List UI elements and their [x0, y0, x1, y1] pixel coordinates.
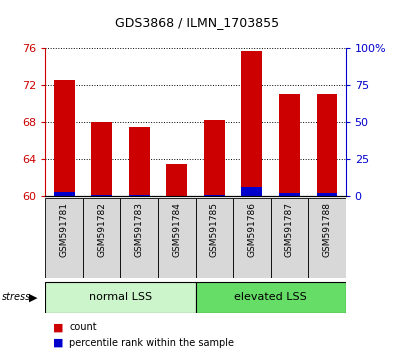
Bar: [279, 94, 300, 196]
Text: ■: ■: [53, 322, 64, 332]
Bar: [54, 192, 75, 196]
Text: elevated LSS: elevated LSS: [234, 292, 307, 302]
Bar: [241, 51, 262, 196]
Text: stress: stress: [2, 292, 31, 302]
Bar: [45, 198, 83, 278]
Text: GSM591788: GSM591788: [322, 202, 331, 257]
Bar: [196, 282, 346, 313]
Text: ▶: ▶: [29, 292, 38, 302]
Bar: [158, 198, 196, 278]
Bar: [120, 198, 158, 278]
Text: GSM591781: GSM591781: [60, 202, 69, 257]
Bar: [91, 122, 112, 196]
Text: GSM591783: GSM591783: [135, 202, 144, 257]
Text: count: count: [69, 322, 97, 332]
Bar: [166, 195, 187, 196]
Bar: [196, 198, 233, 278]
Bar: [166, 164, 187, 196]
Text: GSM591787: GSM591787: [285, 202, 294, 257]
Text: normal LSS: normal LSS: [89, 292, 152, 302]
Bar: [316, 94, 337, 196]
Bar: [204, 195, 225, 196]
Text: GDS3868 / ILMN_1703855: GDS3868 / ILMN_1703855: [115, 16, 280, 29]
Bar: [204, 120, 225, 196]
Bar: [271, 198, 308, 278]
Bar: [308, 198, 346, 278]
Bar: [129, 195, 150, 196]
Bar: [316, 193, 337, 196]
Text: GSM591782: GSM591782: [97, 202, 106, 257]
Bar: [241, 187, 262, 196]
Text: ■: ■: [53, 338, 64, 348]
Text: percentile rank within the sample: percentile rank within the sample: [69, 338, 234, 348]
Bar: [54, 80, 75, 196]
Bar: [83, 198, 120, 278]
Bar: [45, 282, 196, 313]
Bar: [233, 198, 271, 278]
Text: GSM591786: GSM591786: [247, 202, 256, 257]
Bar: [91, 195, 112, 196]
Text: GSM591785: GSM591785: [210, 202, 219, 257]
Bar: [279, 193, 300, 196]
Bar: [129, 127, 150, 196]
Text: GSM591784: GSM591784: [172, 202, 181, 257]
